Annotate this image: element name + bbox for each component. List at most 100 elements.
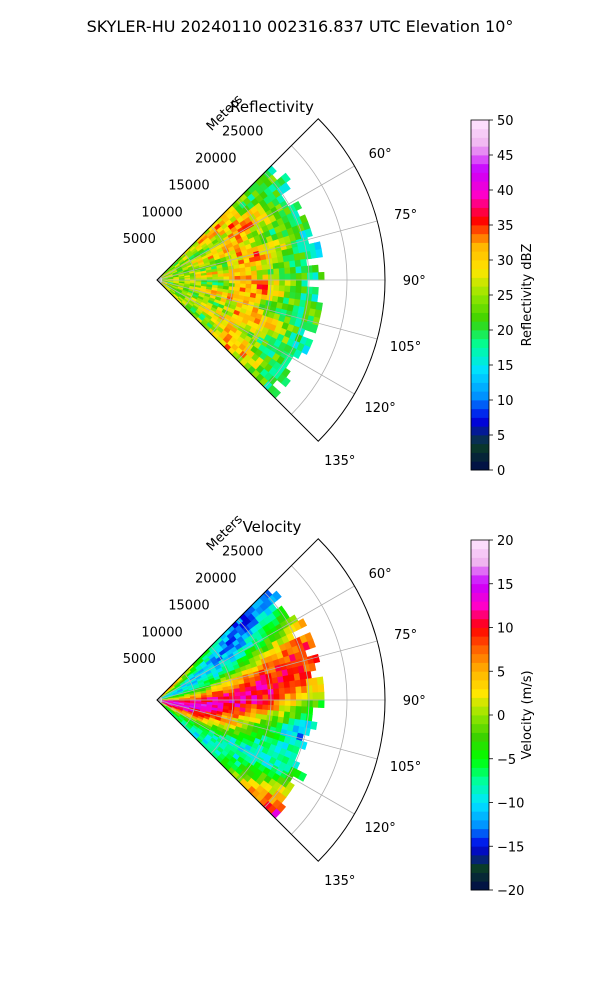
radar-bin xyxy=(295,286,303,294)
colorbar-segment xyxy=(471,452,489,462)
colorbar-label: Velocity (m/s) xyxy=(520,670,535,759)
colorbar-segment xyxy=(471,400,489,410)
colorbar-segment xyxy=(471,312,489,322)
colorbar-segment xyxy=(471,242,489,252)
radar-bin xyxy=(295,692,303,701)
colorbar-segment xyxy=(471,408,489,418)
radar-bin xyxy=(292,200,303,211)
radar-bin xyxy=(312,699,319,708)
azimuth-tick-label: 120° xyxy=(364,821,395,836)
colorbar-segment xyxy=(471,697,489,707)
colorbar-segment xyxy=(471,260,489,270)
radial-tick-label: 15000 xyxy=(168,598,209,613)
azimuth-spoke xyxy=(156,699,378,760)
radar-bin xyxy=(261,684,269,691)
radar-bin xyxy=(272,682,280,690)
radar-bin xyxy=(290,273,297,281)
colorbar-tick-label: 0 xyxy=(497,464,505,479)
radar-bin xyxy=(245,695,253,701)
radar-bin xyxy=(301,699,308,708)
radial-tick-label: 20000 xyxy=(195,152,236,167)
colorbar-segment xyxy=(471,548,489,558)
radar-bin xyxy=(306,706,314,715)
azimuth-tick-label: 105° xyxy=(390,760,421,775)
radar-bin xyxy=(234,695,241,701)
radar-bin xyxy=(278,681,285,690)
colorbar-segment xyxy=(471,855,489,865)
radar-bin xyxy=(292,349,303,360)
radar-bin xyxy=(305,713,313,722)
radar-bin xyxy=(229,696,236,701)
radar-bin xyxy=(312,264,319,274)
colorbar-segment xyxy=(471,750,489,760)
colorbar-tick-label: 5 xyxy=(497,429,505,444)
colorbar-tick-label: 35 xyxy=(497,219,514,234)
radar-bin xyxy=(256,269,264,276)
radar-bin xyxy=(223,692,230,698)
radar-bin xyxy=(250,685,258,692)
radar-bin xyxy=(217,276,225,281)
radar-bin xyxy=(280,172,291,184)
colorbar-segment xyxy=(471,443,489,453)
radar-bin xyxy=(262,284,269,291)
radar-bin xyxy=(284,279,292,287)
radar-bin xyxy=(256,694,264,701)
radar-bin xyxy=(278,710,285,719)
radar-bin xyxy=(306,265,314,274)
colorbar-tick-label: 25 xyxy=(497,289,514,304)
radar-bin xyxy=(311,294,319,303)
radar-bin xyxy=(313,241,322,251)
colorbar-segment xyxy=(471,137,489,147)
radar-bin xyxy=(300,706,308,715)
radar-bin xyxy=(301,272,308,281)
colorbar-segment xyxy=(471,653,489,663)
colorbar-segment xyxy=(471,172,489,182)
radar-bin xyxy=(278,687,286,695)
radar-bin xyxy=(295,686,303,694)
radar-bin xyxy=(262,274,269,281)
radar-bin xyxy=(262,689,269,696)
radar-bin xyxy=(283,291,291,299)
radar-bin xyxy=(284,285,291,293)
colorbar-tick-label: −20 xyxy=(497,884,524,899)
radar-bin xyxy=(212,696,219,701)
colorbar-segment xyxy=(471,706,489,716)
colorbar-segment xyxy=(471,286,489,296)
radar-bin xyxy=(289,712,297,720)
colorbar-label: Reflectivity dBZ xyxy=(520,244,535,347)
radar-bin xyxy=(301,692,308,701)
radar-bin xyxy=(223,696,230,701)
radar-bin xyxy=(306,685,314,694)
radar-bin xyxy=(271,590,282,601)
colorbar-tick-label: 10 xyxy=(497,622,514,637)
colorbar-segment xyxy=(471,680,489,690)
radial-tick-label: 25000 xyxy=(222,545,263,560)
radar-bin xyxy=(289,285,297,294)
radar-bin xyxy=(306,286,314,295)
radar-bin xyxy=(262,269,269,276)
radar-bin xyxy=(300,265,308,274)
radial-tick-label: 20000 xyxy=(195,572,236,587)
colorbar-segment xyxy=(471,671,489,681)
colorbar-segment xyxy=(471,636,489,646)
radar-bin xyxy=(239,691,247,697)
colorbar-segment xyxy=(471,863,489,873)
radar-bin xyxy=(272,262,280,270)
colorbar-segment xyxy=(471,365,489,375)
colorbar-tick-label: 10 xyxy=(497,394,514,409)
radar-bin xyxy=(251,699,258,705)
colorbar: 0 5 10 15 20 25 30 35 40 45 50 Reflectivity dBZ xyxy=(470,114,535,479)
radar-bin xyxy=(297,771,308,782)
radar-bin xyxy=(289,266,297,275)
colorbar-tick-label: 5 xyxy=(497,665,505,680)
radar-bin xyxy=(316,676,324,686)
colorbar: −20 −15 −10 −5 0 5 10 15 20 Velocity (m/s) xyxy=(470,534,535,899)
velocity-panel: Velocity500010000150002000025000Meters60… xyxy=(123,512,535,899)
radar-bin xyxy=(317,684,325,693)
radar-bin xyxy=(229,279,236,284)
colorbar-tick-label: 15 xyxy=(497,359,514,374)
radar-bin xyxy=(251,275,258,281)
colorbar-segment xyxy=(471,645,489,655)
radar-bin xyxy=(234,275,241,281)
colorbar-segment xyxy=(471,338,489,348)
